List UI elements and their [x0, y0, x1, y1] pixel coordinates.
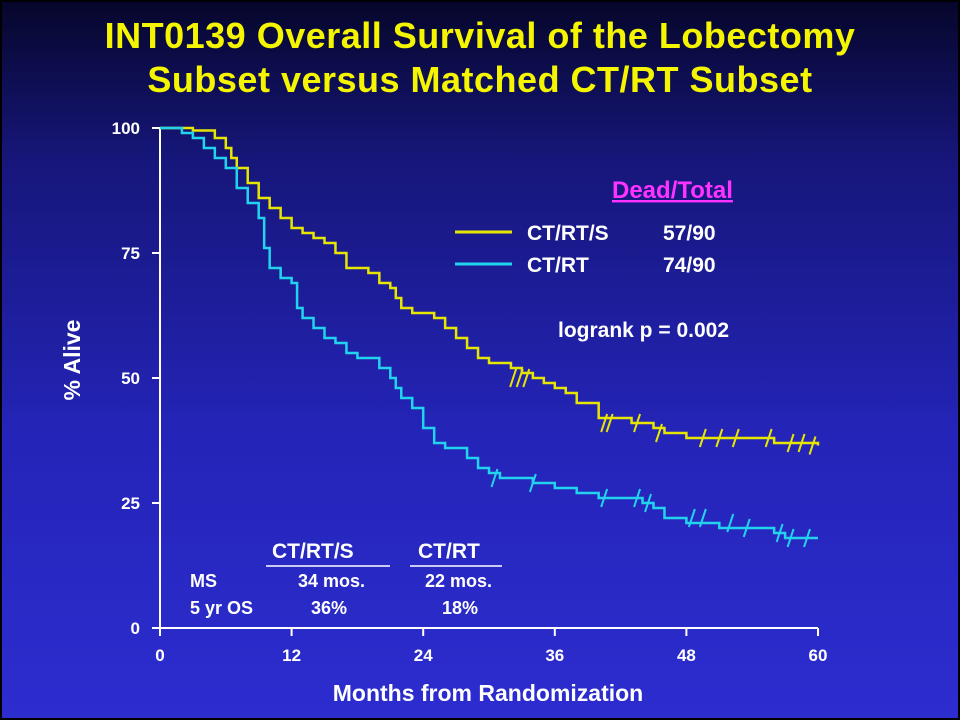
x-tick-label: 48: [677, 646, 696, 665]
censor-mark-ct-rt-s: [515, 368, 524, 388]
censor-mark-ct-rt: [698, 508, 707, 528]
censor-mark-ct-rt: [786, 528, 795, 548]
censor-mark-ct-rt: [726, 513, 735, 533]
summary-row-label-ms: MS: [190, 571, 217, 591]
summary-ms-ctrt: 22 mos.: [425, 571, 492, 591]
summary-header-ctrt: CT/RT: [418, 540, 480, 563]
series-line-ct-rt-s: [160, 126, 820, 446]
y-tick-label: 25: [121, 494, 140, 513]
summary-ms-ctrts: 34 mos.: [298, 571, 365, 591]
censor-mark-ct-rt-s: [509, 368, 518, 388]
censor-mark-ct-rt: [775, 523, 784, 543]
y-tick-label: 0: [131, 619, 140, 638]
series-line-ct-rt: [160, 126, 818, 540]
logrank-annotation: logrank p = 0.002: [558, 319, 729, 342]
censor-mark-ct-rt-s: [731, 428, 740, 448]
x-tick-label: 36: [545, 646, 564, 665]
summary-5yr-ctrts: 36%: [311, 598, 347, 618]
censor-mark-ct-rt: [803, 528, 811, 548]
censor-mark-ct-rt-s: [698, 428, 707, 448]
y-tick-label: 75: [121, 244, 140, 263]
censor-mark-ct-rt: [600, 488, 609, 508]
y-tick-label: 100: [112, 119, 140, 138]
y-axis-label: % Alive: [59, 320, 85, 401]
censor-mark-ct-rt-s: [600, 413, 609, 433]
censor-mark-ct-rt-s: [655, 423, 663, 443]
legend-label-ctrts: CT/RT/S: [527, 222, 609, 245]
title-line-1: INT0139 Overall Survival of the Lobectom…: [104, 15, 856, 56]
censor-mark-ct-rt-s: [797, 433, 806, 453]
censor-mark-ct-rt-s: [764, 428, 773, 448]
legend-label-ctrt: CT/RT: [527, 254, 589, 277]
x-tick-label: 60: [809, 646, 828, 665]
legend-value-ctrts: 57/90: [663, 222, 716, 245]
censor-mark-ct-rt: [644, 493, 652, 513]
title-line-2: Subset versus Matched CT/RT Subset: [147, 59, 813, 100]
legend-value-ctrt: 74/90: [663, 254, 716, 277]
x-tick-label: 12: [282, 646, 301, 665]
summary-header-ctrts: CT/RT/S: [272, 540, 354, 563]
legend-heading: Dead/Total: [612, 177, 733, 204]
slide-title: INT0139 Overall Survival of the Lobectom…: [0, 14, 960, 102]
censor-mark-ct-rt: [490, 468, 499, 488]
chart-axes: 0 25 50 75 100 0 12 24 36 48 60: [112, 119, 828, 665]
series-layer: [160, 126, 820, 548]
censor-mark-ct-rt-s: [633, 413, 641, 433]
censor-mark-ct-rt: [742, 518, 751, 538]
censor-mark-ct-rt-s: [786, 433, 795, 453]
summary-5yr-ctrt: 18%: [442, 598, 478, 618]
summary-row-label-5yr: 5 yr OS: [190, 598, 253, 618]
censor-mark-ct-rt: [528, 473, 537, 493]
censor-mark-ct-rt-s: [605, 413, 614, 433]
censor-mark-ct-rt-s: [808, 436, 817, 455]
censor-mark-ct-rt: [633, 488, 641, 508]
x-tick-label: 0: [155, 646, 164, 665]
x-tick-label: 24: [414, 646, 433, 665]
censor-mark-ct-rt: [687, 508, 696, 528]
censor-mark-ct-rt-s: [522, 368, 531, 388]
censor-mark-ct-rt-s: [715, 428, 724, 448]
y-tick-label: 50: [121, 369, 140, 388]
x-axis-label: Months from Randomization: [333, 680, 643, 706]
